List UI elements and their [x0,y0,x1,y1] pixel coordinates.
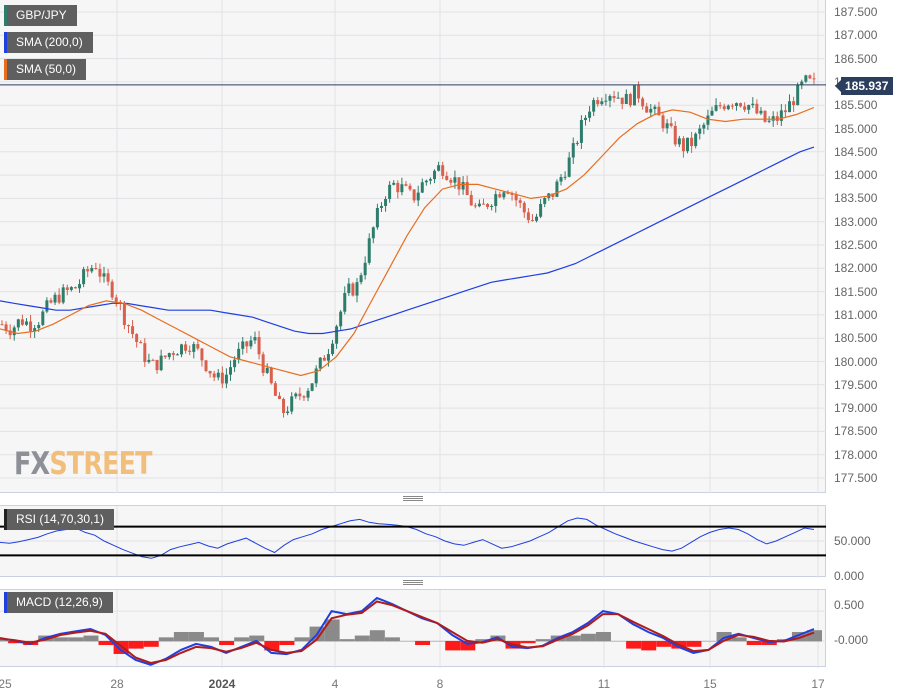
price-chart-pane[interactable] [0,0,826,493]
price-tick: 177.500 [834,471,878,485]
price-tick: 180.500 [834,331,878,346]
legend-swatch [4,592,7,613]
time-tick: 11 [597,677,611,691]
legend-label: SMA (50,0) [16,62,77,76]
legend-sma50[interactable]: SMA (50,0) [4,59,87,80]
legend-swatch [4,509,7,530]
legend-swatch [4,32,7,53]
logo-fx: FX [14,446,50,482]
price-tick: 178.500 [834,424,878,439]
price-tick: 182.000 [834,261,878,276]
price-tick: 181.500 [834,284,878,299]
time-tick: 2024 [208,677,236,691]
rsi-tick: 0.000 [834,569,865,583]
time-tick: 25 [0,677,12,691]
price-tick: 183.500 [834,191,878,206]
price-tick: 180.000 [834,354,878,369]
price-tick: 179.500 [834,377,878,392]
macd-chart [0,590,826,668]
pane-resize-handle[interactable] [403,496,423,501]
legend-swatch [4,5,7,26]
fxstreet-logo: FXSTREET [14,446,153,482]
macd-tick: 0.500 [834,598,865,612]
price-tick: 186.500 [834,51,878,66]
time-tick: 28 [110,677,124,691]
legend-label: SMA (200,0) [16,35,83,49]
price-tick: 187.000 [834,28,878,43]
candlestick-chart[interactable] [0,0,826,493]
price-tick: 183.000 [834,214,878,229]
price-tick: 184.000 [834,168,878,183]
last-price-tag: 185.937 [834,77,894,95]
legend-rsi[interactable]: RSI (14,70,30,1) [4,509,115,530]
legend-macd[interactable]: MACD (12,26,9) [4,592,113,613]
price-tick: 184.500 [834,144,878,159]
rsi-pane[interactable] [0,505,826,578]
price-tick: 178.000 [834,447,878,462]
legend-label: GBP/JPY [16,8,67,22]
legend-label: MACD (12,26,9) [16,595,103,609]
logo-street: STREET [49,446,152,482]
price-tick: 181.000 [834,307,878,322]
macd-tick: -0.000 [834,633,869,647]
price-tick: 187.500 [834,5,878,19]
time-tick: 17 [811,677,825,691]
rsi-tick: 50.000 [834,534,871,548]
legend-label: RSI (14,70,30,1) [16,512,105,526]
time-tick: 8 [436,677,444,691]
time-tick: 4 [331,677,339,691]
rsi-chart [0,506,826,578]
legend-gbpjpy[interactable]: GBP/JPY [4,5,77,26]
price-tick: 185.500 [834,98,878,113]
pane-resize-handle[interactable] [403,580,423,585]
price-tick: 182.500 [834,238,878,252]
price-tick: 179.000 [834,401,878,416]
legend-swatch [4,59,7,80]
time-tick: 15 [703,677,717,691]
macd-pane[interactable] [0,589,826,668]
price-tick: 185.000 [834,121,878,136]
legend-sma200[interactable]: SMA (200,0) [4,32,93,53]
